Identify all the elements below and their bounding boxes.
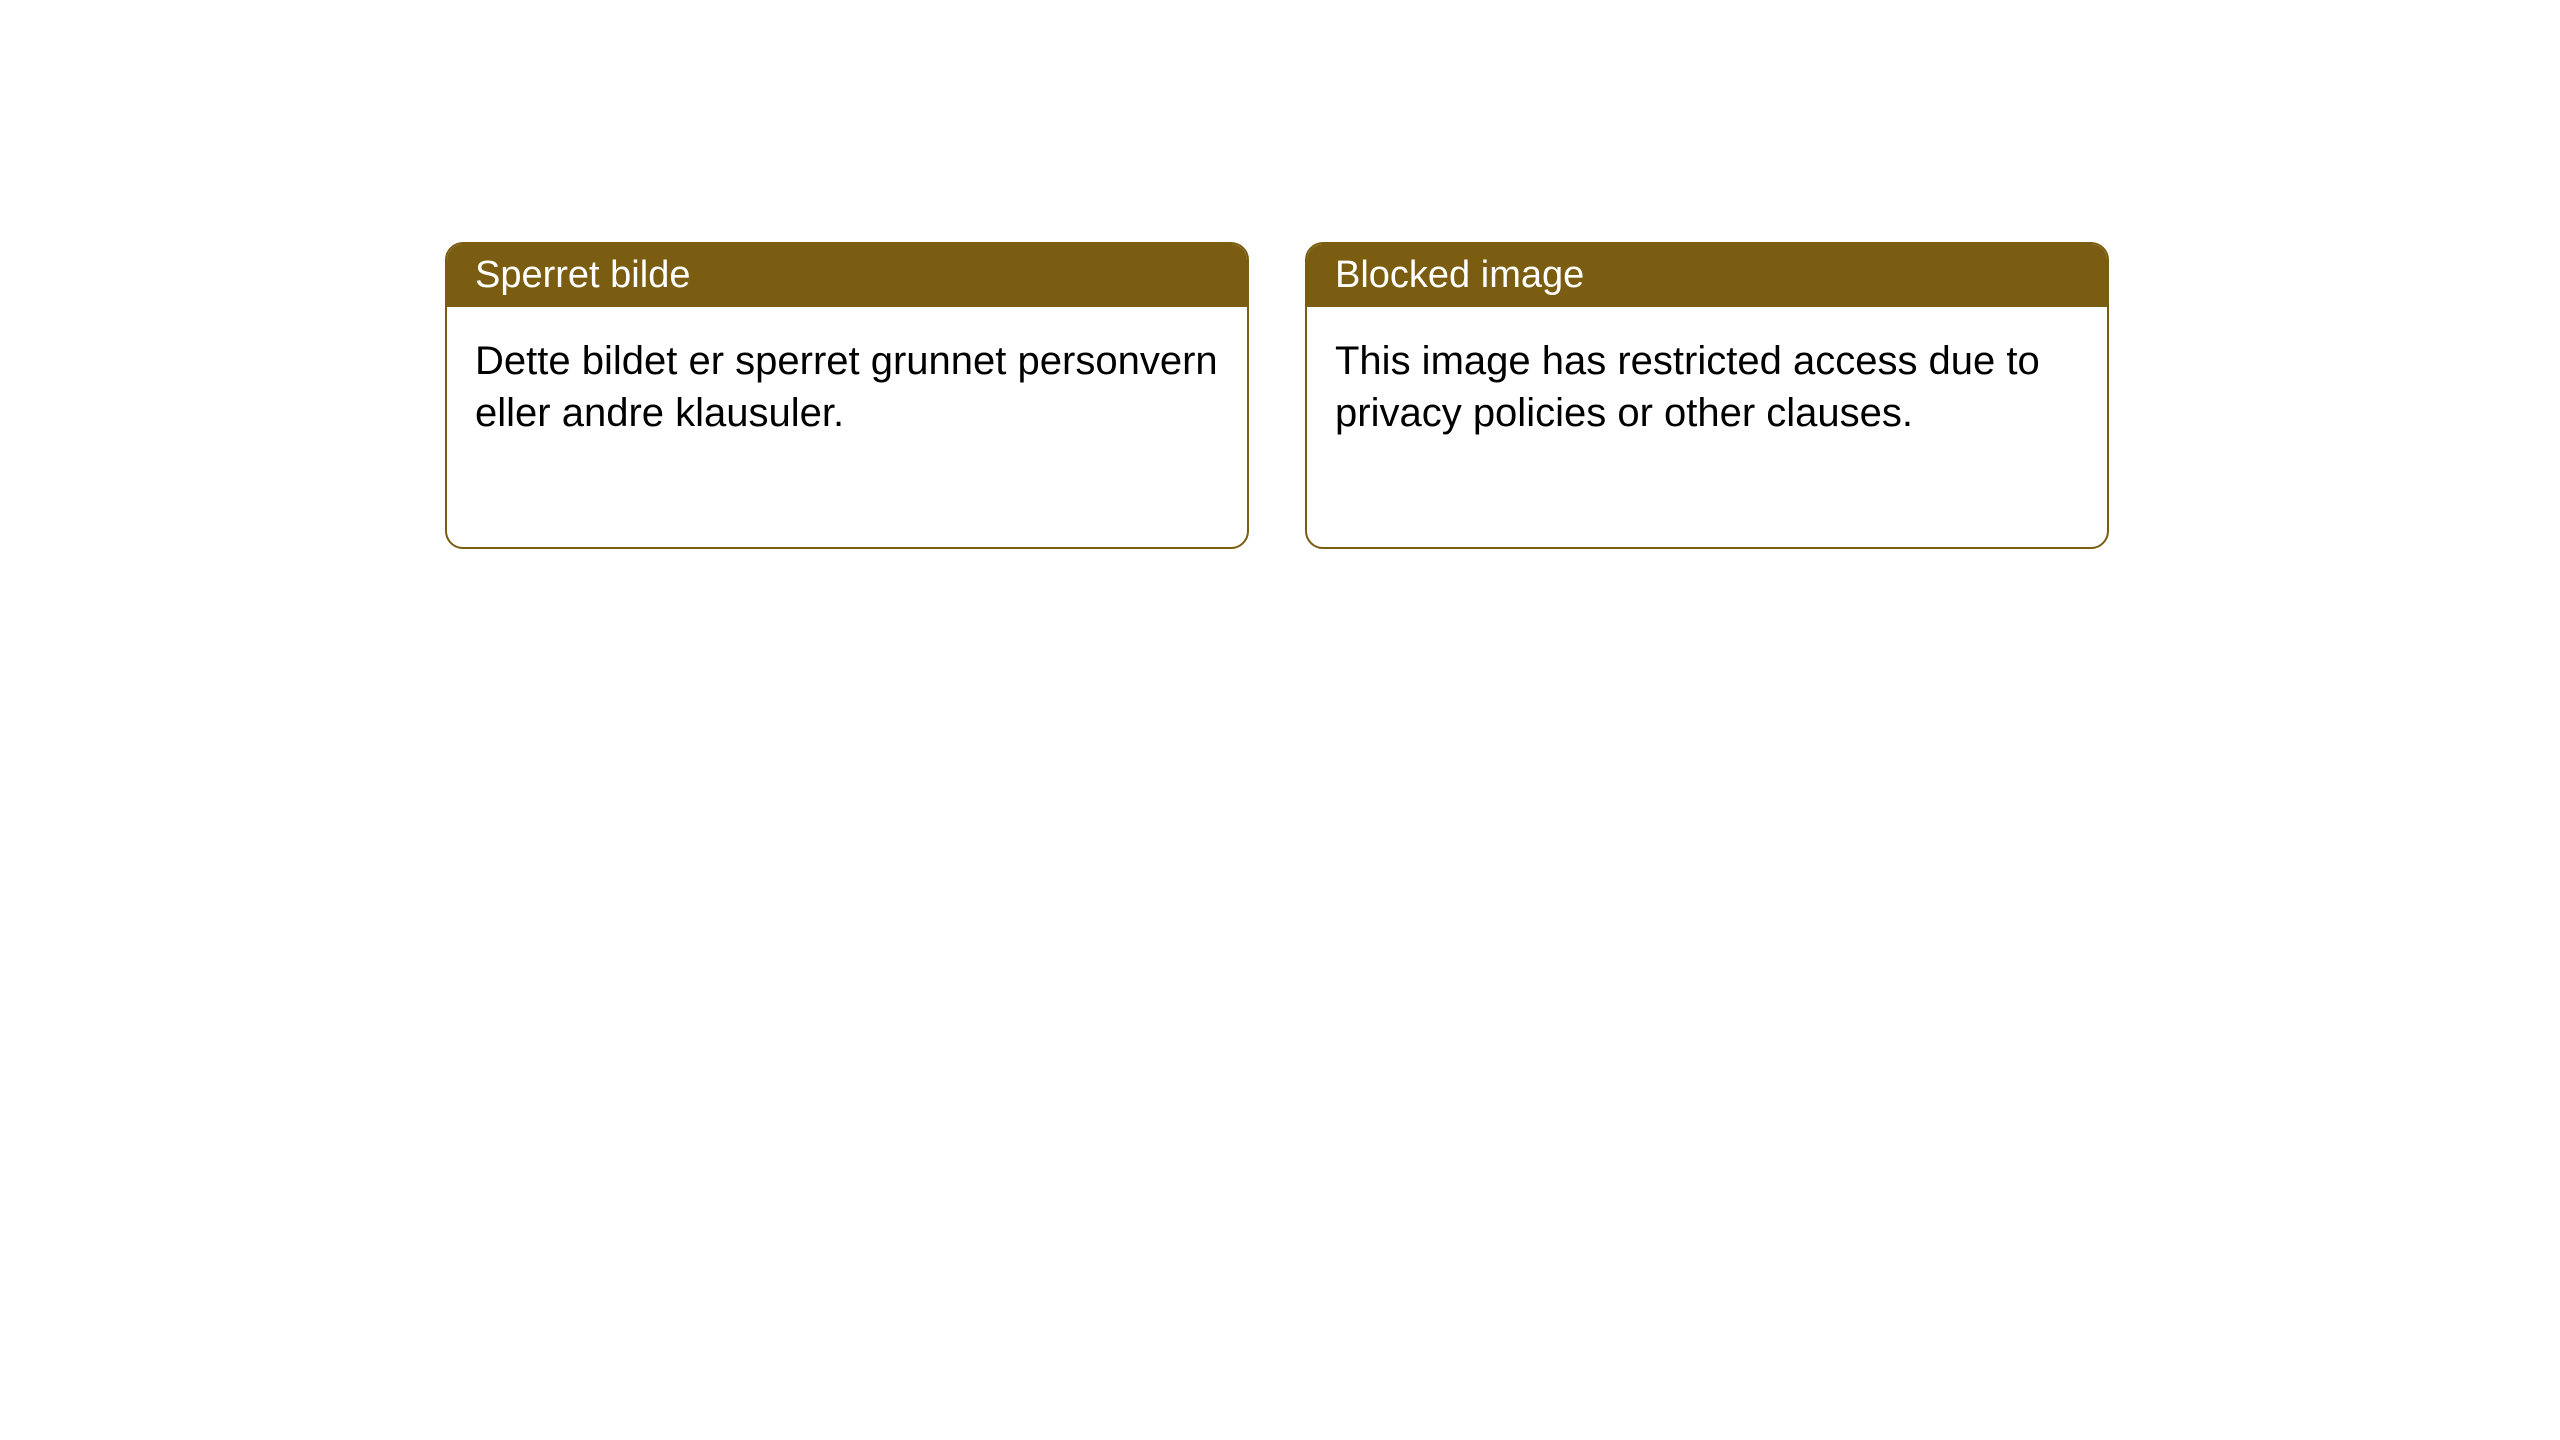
notice-body: Dette bildet er sperret grunnet personve… bbox=[447, 307, 1247, 547]
notice-body: This image has restricted access due to … bbox=[1307, 307, 2107, 547]
notice-header: Sperret bilde bbox=[447, 244, 1247, 307]
notice-card-english: Blocked image This image has restricted … bbox=[1305, 242, 2109, 549]
notice-card-norwegian: Sperret bilde Dette bildet er sperret gr… bbox=[445, 242, 1249, 549]
notice-header: Blocked image bbox=[1307, 244, 2107, 307]
notice-container: Sperret bilde Dette bildet er sperret gr… bbox=[445, 242, 2109, 549]
